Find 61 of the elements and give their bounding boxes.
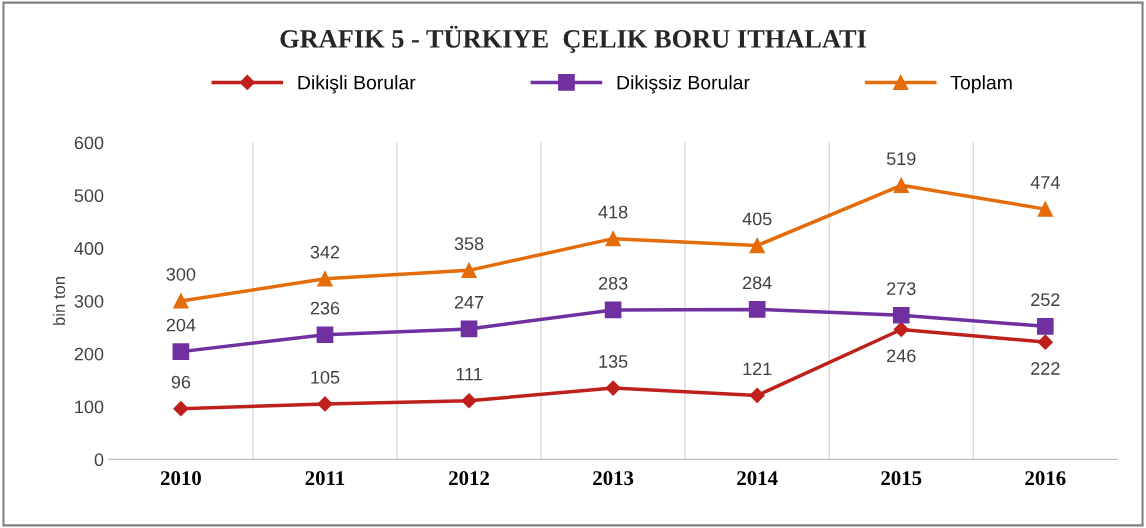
x-tick-label: 2015 [881, 471, 922, 486]
point [1037, 201, 1053, 217]
x-tick-label: 2011 [305, 471, 345, 486]
data-label: 247 [454, 295, 484, 309]
y-tick-label: 500 [74, 189, 104, 203]
data-label: 246 [887, 349, 916, 363]
data-label: 300 [166, 267, 196, 281]
point [172, 343, 190, 360]
point [604, 301, 622, 319]
y-tick-label: 400 [74, 242, 104, 255]
y-tick-label: 100 [75, 400, 104, 414]
chart-title: GRAFIK 5 - TÜRKIYE ÇELIK BORU ITHALATI [280, 25, 866, 53]
data-label: 252 [1031, 293, 1060, 307]
point [748, 301, 766, 318]
data-label: 204 [166, 318, 196, 332]
point [1036, 317, 1054, 335]
x-tick-label: 2014 [737, 471, 778, 486]
point [749, 387, 765, 404]
point [605, 231, 621, 247]
data-label: 222 [1031, 362, 1060, 375]
point [316, 326, 334, 344]
data-label: 121 [743, 362, 772, 376]
point [893, 177, 909, 193]
point [317, 271, 333, 287]
point [317, 396, 333, 412]
y-tick-label: 600 [74, 136, 104, 150]
y-tick-label: 0 [94, 453, 104, 467]
legend-label: Toplam [950, 75, 1012, 94]
y-tick-label: 300 [74, 294, 104, 308]
point [605, 380, 621, 396]
data-label: 105 [311, 370, 340, 384]
x-tick-label: 2010 [160, 471, 201, 486]
legend-label: Dikişli Borular [298, 75, 416, 94]
point [173, 293, 189, 309]
data-label: 236 [310, 301, 340, 315]
data-label: 96 [171, 375, 191, 389]
data-label: 342 [310, 245, 340, 259]
data-label: 418 [598, 205, 628, 219]
x-tick-label: 2013 [593, 471, 634, 486]
x-tick-label: 2012 [449, 471, 489, 486]
legend-label: Dikişsiz Borular [617, 75, 750, 94]
data-label: 519 [886, 152, 916, 166]
data-label: 474 [1030, 176, 1060, 189]
y-axis-title: bin ton [52, 277, 66, 325]
point [460, 320, 478, 338]
x-tick-label: 2016 [1025, 471, 1066, 486]
data-label: 273 [887, 282, 916, 295]
point [749, 237, 765, 254]
point [893, 321, 909, 338]
data-label: 111 [456, 367, 482, 381]
data-label: 284 [743, 276, 772, 290]
point [173, 401, 189, 417]
data-label: 405 [742, 212, 772, 226]
point [461, 262, 477, 278]
data-label: 283 [598, 276, 628, 290]
y-tick-label: 200 [74, 347, 104, 361]
data-label: 135 [599, 355, 628, 368]
point [1037, 334, 1053, 350]
data-label: 358 [454, 237, 484, 251]
point [461, 393, 477, 409]
point [892, 306, 910, 324]
